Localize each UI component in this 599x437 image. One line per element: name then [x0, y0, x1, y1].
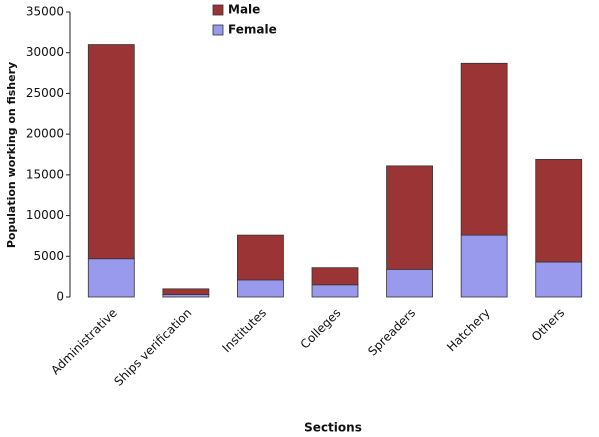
x-tick-label: Colleges — [298, 306, 344, 352]
x-axis-label: Sections — [304, 421, 362, 435]
y-tick-label: 30000 — [26, 45, 64, 59]
bar-segment — [460, 234, 508, 298]
y-tick-label: 20000 — [26, 127, 64, 141]
y-tick-label: 10000 — [26, 208, 64, 222]
x-tick-label: Others — [529, 306, 567, 344]
y-tick-label: 15000 — [26, 167, 64, 181]
x-tick-label: Spreaders — [365, 306, 418, 359]
y-tick-label: 0 — [56, 290, 64, 304]
bar-segment — [87, 258, 135, 298]
bar-segment — [237, 234, 284, 281]
bar-segment — [237, 279, 284, 298]
y-tick-label: 25000 — [26, 86, 64, 100]
bar-segment — [311, 284, 359, 298]
y-axis-label: Population working on fishery — [5, 62, 18, 248]
bar-segment — [535, 261, 583, 298]
bar-segment — [162, 288, 210, 295]
legend-swatch — [212, 24, 224, 36]
x-tick-label: Institutes — [219, 306, 269, 356]
bar-segment — [386, 268, 433, 298]
x-tick-label: Ships verification — [111, 306, 194, 389]
legend-swatch — [212, 4, 224, 16]
legend-label: Male — [228, 3, 260, 17]
y-tick-label: 5000 — [33, 249, 64, 263]
legend-label: Female — [228, 23, 277, 37]
bar-segment — [535, 158, 583, 263]
bar-segment — [386, 165, 433, 270]
x-tick-label: Hatchery — [444, 306, 493, 355]
bar-segment — [460, 62, 508, 236]
y-tick-label: 35000 — [26, 5, 64, 19]
bar-segment — [311, 267, 359, 286]
bar-segment — [87, 44, 135, 260]
x-tick-label: Administrative — [48, 306, 120, 378]
